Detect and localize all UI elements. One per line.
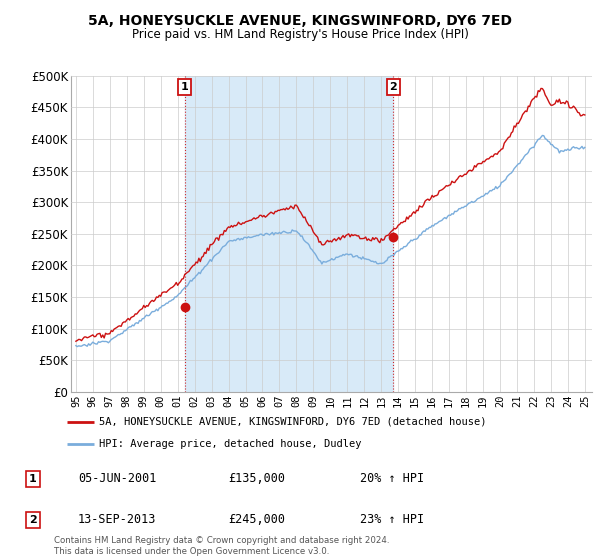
Text: 05-JUN-2001: 05-JUN-2001: [78, 472, 157, 486]
Text: Price paid vs. HM Land Registry's House Price Index (HPI): Price paid vs. HM Land Registry's House …: [131, 28, 469, 41]
Text: £245,000: £245,000: [228, 513, 285, 526]
Text: £135,000: £135,000: [228, 472, 285, 486]
Text: 1: 1: [181, 82, 188, 92]
Text: HPI: Average price, detached house, Dudley: HPI: Average price, detached house, Dudl…: [99, 438, 361, 449]
Text: 5A, HONEYSUCKLE AVENUE, KINGSWINFORD, DY6 7ED: 5A, HONEYSUCKLE AVENUE, KINGSWINFORD, DY…: [88, 14, 512, 28]
Text: 23% ↑ HPI: 23% ↑ HPI: [360, 513, 424, 526]
Text: 5A, HONEYSUCKLE AVENUE, KINGSWINFORD, DY6 7ED (detached house): 5A, HONEYSUCKLE AVENUE, KINGSWINFORD, DY…: [99, 417, 487, 427]
Text: 2: 2: [389, 82, 397, 92]
Text: 2: 2: [29, 515, 37, 525]
Text: Contains HM Land Registry data © Crown copyright and database right 2024.
This d: Contains HM Land Registry data © Crown c…: [54, 536, 389, 556]
Text: 1: 1: [29, 474, 37, 484]
Bar: [185, 76, 393, 392]
Text: 20% ↑ HPI: 20% ↑ HPI: [360, 472, 424, 486]
Text: 13-SEP-2013: 13-SEP-2013: [78, 513, 157, 526]
